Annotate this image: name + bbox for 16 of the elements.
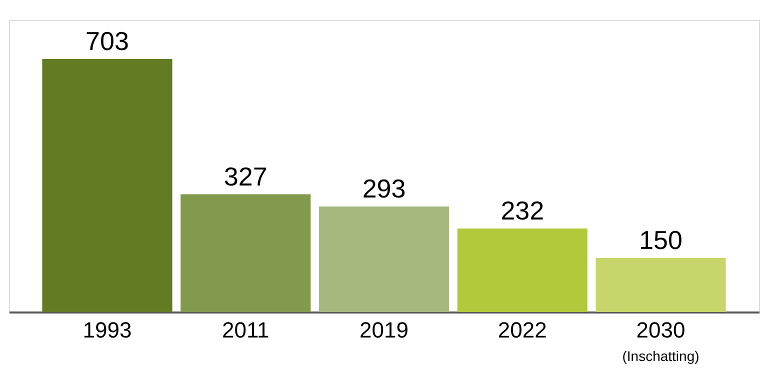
x-tick-label: 1993 xyxy=(82,318,132,342)
x-tick-label: 2030 xyxy=(636,318,686,342)
data-label: 703 xyxy=(86,26,129,56)
data-label: 150 xyxy=(639,225,682,256)
x-tick-label: 2019 xyxy=(360,318,408,342)
bar xyxy=(318,206,450,312)
bar xyxy=(180,194,311,312)
data-label: 327 xyxy=(224,161,268,192)
bar xyxy=(457,228,588,312)
x-tick-label: 2011 xyxy=(222,318,270,342)
data-label: 293 xyxy=(362,174,406,204)
text: (Inschatting) xyxy=(622,348,700,364)
bar xyxy=(596,258,726,312)
data-label: 232 xyxy=(500,195,544,226)
x-tick-label: 2022 xyxy=(498,318,547,342)
bar xyxy=(42,58,172,312)
